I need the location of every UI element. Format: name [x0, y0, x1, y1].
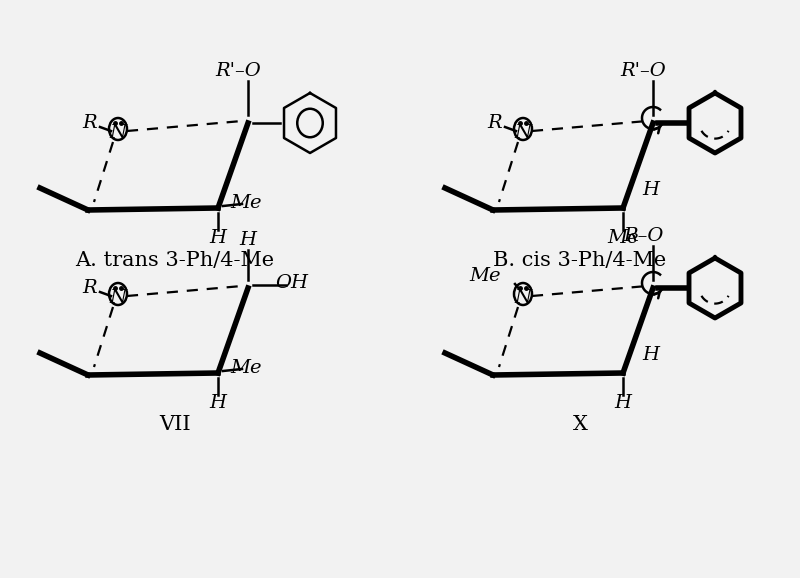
Text: N: N [514, 124, 531, 142]
Text: H: H [210, 229, 226, 247]
Text: R: R [488, 114, 502, 132]
Text: N: N [110, 289, 126, 307]
Text: B. cis 3-Ph/4-Me: B. cis 3-Ph/4-Me [494, 250, 666, 269]
Text: A. trans 3-Ph/4-Me: A. trans 3-Ph/4-Me [75, 250, 274, 269]
Text: H: H [642, 181, 659, 199]
Text: H: H [239, 231, 257, 249]
Text: R: R [82, 279, 98, 297]
Text: R–O: R–O [623, 227, 663, 245]
Text: Me: Me [470, 267, 501, 285]
Text: N: N [514, 289, 531, 307]
Text: H: H [210, 394, 226, 412]
Text: H: H [614, 394, 631, 412]
Text: Me: Me [230, 194, 262, 212]
Text: R: R [82, 114, 98, 132]
Text: R'–O: R'–O [620, 62, 666, 80]
Text: X: X [573, 416, 587, 435]
Text: Me: Me [230, 359, 262, 377]
Text: VII: VII [159, 416, 191, 435]
Text: H: H [642, 346, 659, 364]
Text: N: N [110, 124, 126, 142]
Text: Me: Me [607, 229, 638, 247]
Text: R'–O: R'–O [215, 62, 261, 80]
Text: OH: OH [275, 274, 309, 292]
